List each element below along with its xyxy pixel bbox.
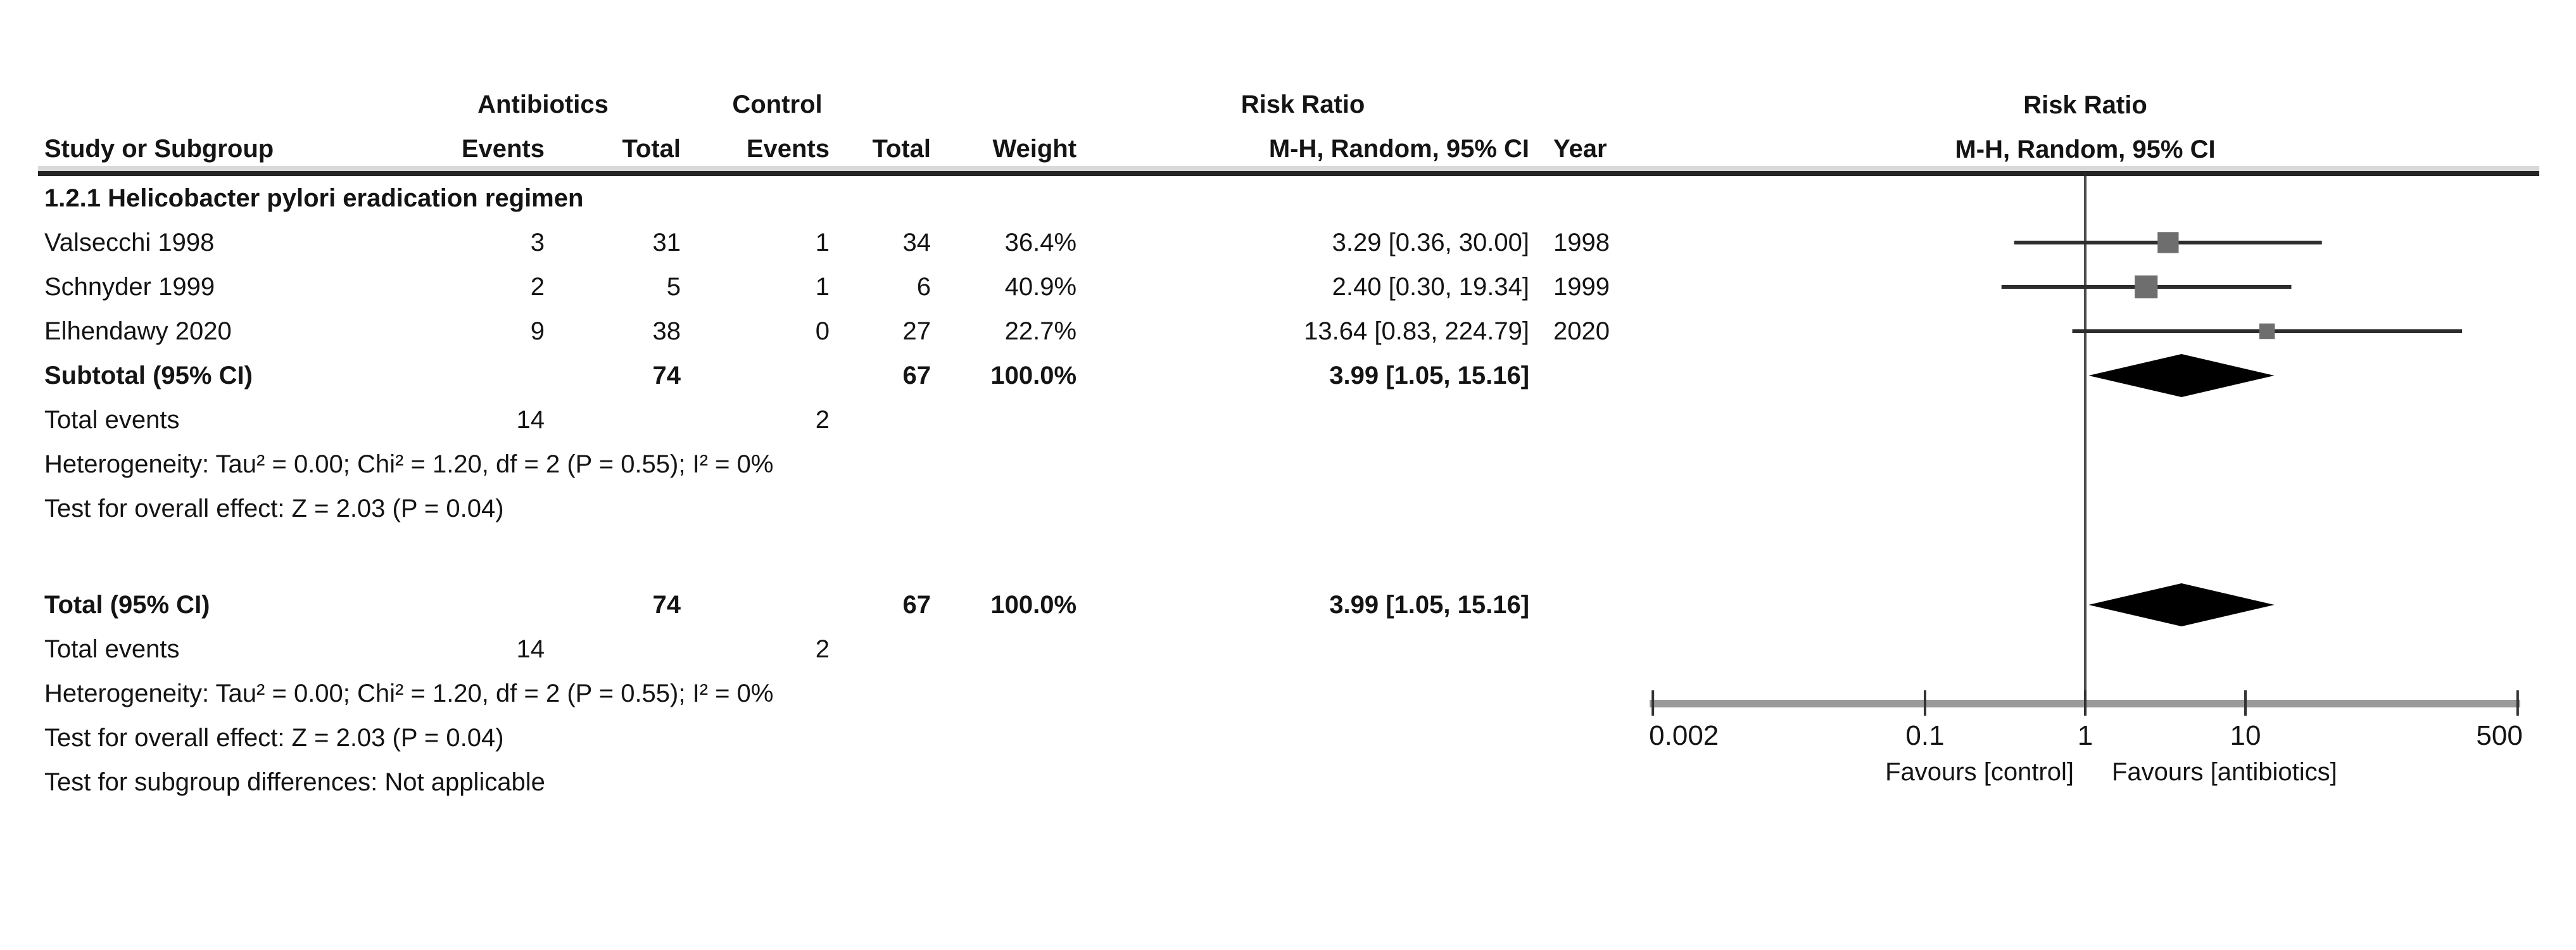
year: 1998 <box>1553 229 1610 256</box>
estimate-ci: 13.64 [0.83, 224.79] <box>1304 317 1530 345</box>
events-control: 2 <box>815 635 830 663</box>
estimate-ci: 2.40 [0.30, 19.34] <box>1332 273 1530 301</box>
weight: 22.7% <box>1004 317 1077 345</box>
x-axis-tick-label: 1 <box>2078 720 2093 751</box>
events-antibiotics: 14 <box>516 635 545 663</box>
total-control: 27 <box>902 317 931 345</box>
study-row: Schnyder 1999 2 5 1 6 40.9% 2.40 [0.30, 19.34]… <box>44 265 1640 309</box>
header-rule <box>38 171 2539 176</box>
table-column-header-row: Study or Subgroup Events Total Events To… <box>44 127 1640 171</box>
x-axis-tick <box>1651 690 1655 716</box>
col-header-estimate: M-H, Random, 95% CI <box>1268 135 1530 163</box>
heterogeneity-row: Heterogeneity: Tau² = 0.00; Chi² = 1.20,… <box>44 442 1640 486</box>
overall-effect-row: Test for overall effect: Z = 2.03 (P = 0… <box>44 486 1640 531</box>
study-label: Elhendawy 2020 <box>44 317 232 345</box>
subgroup-heading-row: 1.2.1 Helicobacter pylori eradication re… <box>44 176 1640 220</box>
col-header-events-antibiotics: Events <box>461 135 545 163</box>
study-label: Valsecchi 1998 <box>44 229 215 256</box>
events-control: 1 <box>815 273 830 301</box>
total-events-row: Total events 14 2 <box>44 398 1640 442</box>
favours-antibiotics-label: Favours [antibiotics] <box>2112 758 2337 786</box>
group-header-antibiotics: Antibiotics <box>477 91 609 118</box>
total-antibiotics: 31 <box>652 229 681 256</box>
total-control: 67 <box>902 362 931 390</box>
x-axis-tick <box>1924 690 1926 716</box>
events-antibiotics: 3 <box>530 229 545 256</box>
estimate-ci: 3.29 [0.36, 30.00] <box>1332 229 1530 256</box>
weight: 100.0% <box>990 362 1077 390</box>
col-header-weight: Weight <box>992 135 1077 163</box>
table-group-header-row: Antibiotics Control Risk Ratio <box>44 82 1640 127</box>
weight: 36.4% <box>1004 229 1077 256</box>
total-control: 34 <box>902 229 931 256</box>
effect-square <box>2259 323 2275 339</box>
stats-text: Test for subgroup differences: Not appli… <box>44 768 545 796</box>
forest-plot-table: Antibiotics Control Risk Ratio Study or … <box>44 82 1640 804</box>
x-axis-tick-label: 500 <box>2476 720 2522 751</box>
study-label: Total (95% CI) <box>44 591 210 619</box>
study-label: Total events <box>44 406 180 434</box>
events-antibiotics: 14 <box>516 406 545 434</box>
col-header-study: Study or Subgroup <box>44 135 274 163</box>
stats-text: Heterogeneity: Tau² = 0.00; Chi² = 1.20,… <box>44 680 774 707</box>
col-header-total-control: Total <box>872 135 931 163</box>
events-control: 0 <box>815 317 830 345</box>
heterogeneity-row: Heterogeneity: Tau² = 0.00; Chi² = 1.20,… <box>44 671 1640 716</box>
weight: 40.9% <box>1004 273 1077 301</box>
stats-text: Test for overall effect: Z = 2.03 (P = 0… <box>44 495 504 522</box>
col-header-events-control: Events <box>746 135 830 163</box>
x-axis-tick-label: 0.1 <box>1905 720 1944 751</box>
total-row: Total (95% CI) 74 67 100.0% 3.99 [1.05, 15.1… <box>44 583 1640 627</box>
total-diamond <box>2088 583 2275 626</box>
effect-square <box>2135 275 2158 299</box>
weight: 100.0% <box>990 591 1077 619</box>
total-events-row: Total events 14 2 <box>44 627 1640 671</box>
study-label: Subtotal (95% CI) <box>44 362 253 390</box>
group-header-control: Control <box>732 91 823 118</box>
col-header-total-antibiotics: Total <box>622 135 681 163</box>
overall-effect-row: Test for overall effect: Z = 2.03 (P = 0… <box>44 716 1640 760</box>
events-antibiotics: 2 <box>530 273 545 301</box>
estimate-ci: 3.99 [1.05, 15.16] <box>1329 362 1530 390</box>
events-control: 1 <box>815 229 830 256</box>
plot-title-effect-measure: Risk Ratio <box>2023 91 2147 119</box>
study-label: Schnyder 1999 <box>44 273 215 301</box>
header-rule-highlight <box>38 166 2539 171</box>
subtotal-row: Subtotal (95% CI) 74 67 100.0% 3.99 [1.05, 1… <box>44 353 1640 398</box>
x-axis-tick-label: 0.002 <box>1649 720 1719 751</box>
group-header-risk-ratio: Risk Ratio <box>1241 91 1365 118</box>
total-control: 6 <box>916 273 931 301</box>
plot-title-method: M-H, Random, 95% CI <box>1955 136 2216 163</box>
subtotal-diamond <box>2088 354 2275 397</box>
total-antibiotics: 38 <box>652 317 681 345</box>
stats-text: Test for overall effect: Z = 2.03 (P = 0… <box>44 724 504 752</box>
x-axis-tick <box>2516 690 2519 716</box>
study-row: Elhendawy 2020 9 38 0 27 22.7% 13.64 [0.83, 22… <box>44 309 1640 353</box>
x-axis-tick-label: 10 <box>2230 720 2261 751</box>
stats-text: Heterogeneity: Tau² = 0.00; Chi² = 1.20,… <box>44 450 774 478</box>
total-control: 67 <box>902 591 931 619</box>
favours-control-label: Favours [control] <box>1885 758 2074 786</box>
estimate-ci: 3.99 [1.05, 15.16] <box>1329 591 1530 619</box>
events-antibiotics: 9 <box>530 317 545 345</box>
effect-square <box>2157 232 2179 253</box>
year: 1999 <box>1553 273 1610 301</box>
study-label: Total events <box>44 635 180 663</box>
total-antibiotics: 74 <box>652 591 681 619</box>
total-antibiotics: 74 <box>652 362 681 390</box>
x-axis-tick <box>2244 690 2247 716</box>
null-effect-line <box>2084 176 2087 716</box>
subgroup-differences-row: Test for subgroup differences: Not appli… <box>44 760 1640 804</box>
study-row: Valsecchi 1998 3 31 1 34 36.4% 3.29 [0.36, 30.… <box>44 220 1640 265</box>
total-antibiotics: 5 <box>666 273 681 301</box>
year: 2020 <box>1553 317 1610 345</box>
events-control: 2 <box>815 406 830 434</box>
stats-text: 1.2.1 Helicobacter pylori eradication re… <box>44 184 584 212</box>
x-axis-tick <box>2084 690 2087 716</box>
col-header-year: Year <box>1553 135 1607 163</box>
